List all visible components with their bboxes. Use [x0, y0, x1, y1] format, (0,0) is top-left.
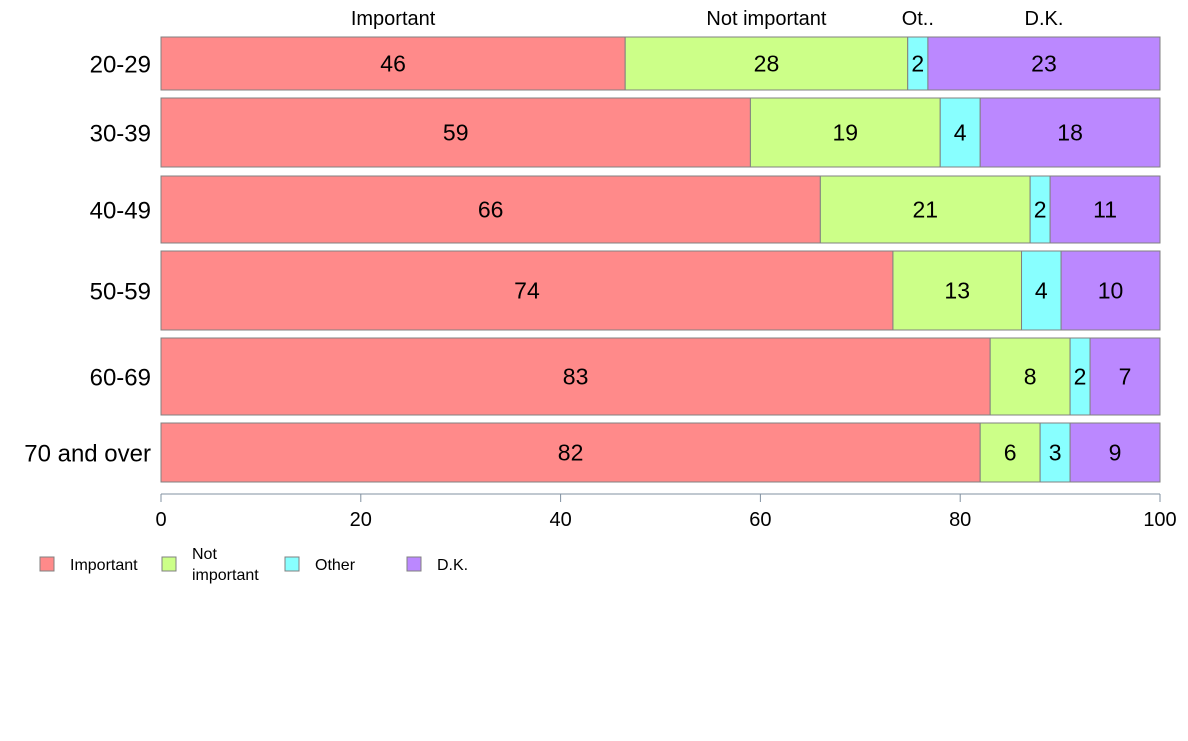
bar-segment	[927, 36, 1161, 91]
legend-swatch	[161, 556, 177, 572]
bar-value-label: 83	[563, 364, 589, 390]
bar-value-label: 11	[1093, 197, 1117, 223]
category-label: 40-49	[90, 198, 151, 225]
bar-value-label: 9	[1109, 440, 1122, 466]
x-tick-label: 40	[549, 509, 571, 531]
bar-value-label: 2	[911, 51, 924, 77]
legend-swatch	[284, 556, 300, 572]
bar-segment	[160, 250, 894, 331]
bar-value-label: 66	[478, 197, 504, 223]
bar-value-label: 21	[912, 197, 938, 223]
legend-label: Not important	[192, 546, 259, 584]
bar-value-label: 82	[558, 440, 584, 466]
category-label: 50-59	[90, 279, 151, 306]
legend-label: Other	[315, 557, 356, 574]
category-label: 70 and over	[24, 441, 151, 468]
bar-value-label: 18	[1057, 120, 1083, 146]
bar-segment	[819, 175, 1031, 244]
bar-segment	[160, 36, 626, 91]
x-tick-label: 80	[949, 509, 971, 531]
bar-segment	[624, 36, 909, 91]
series-top-label: Ot..	[902, 8, 934, 30]
bar-value-label: 13	[944, 278, 970, 304]
x-tick-label: 20	[350, 509, 372, 531]
bar-value-label: 23	[1031, 51, 1057, 77]
legend-label-line: important	[192, 567, 259, 584]
bar-segment	[1049, 175, 1161, 244]
bar-value-label: 4	[954, 120, 967, 146]
bar-segment	[1060, 250, 1161, 331]
series-top-label: D.K.	[1025, 8, 1064, 30]
legend-label: Important	[70, 557, 138, 574]
series-top-label: Important	[351, 8, 436, 30]
x-tick-label: 60	[749, 509, 771, 531]
bar-segment	[749, 97, 941, 168]
bar-value-label: 2	[1034, 197, 1047, 223]
bar-segment	[160, 422, 981, 483]
bar-value-label: 74	[514, 278, 540, 304]
bar-value-label: 3	[1049, 440, 1062, 466]
bar-value-label: 6	[1004, 440, 1017, 466]
bar-segment	[939, 97, 981, 168]
bar-value-label: 2	[1074, 364, 1087, 390]
legend-label-line: Not	[192, 546, 217, 563]
bar-value-label: 59	[443, 120, 469, 146]
bar-value-label: 8	[1024, 364, 1037, 390]
bar-value-label: 7	[1119, 364, 1132, 390]
bar-value-label: 28	[754, 51, 780, 77]
bar-segment	[160, 97, 751, 168]
legend-swatch	[39, 556, 55, 572]
bar-segment	[1069, 422, 1161, 483]
bar-value-label: 19	[833, 120, 859, 146]
bar-segment	[160, 175, 821, 244]
category-label: 20-29	[90, 52, 151, 79]
bar-segment	[979, 97, 1161, 168]
category-label: 60-69	[90, 365, 151, 392]
bar-segment	[892, 250, 1023, 331]
bar-value-label: 10	[1098, 278, 1124, 304]
bar-segment	[1089, 337, 1161, 416]
series-top-label: Not important	[706, 8, 826, 30]
legend-label: D.K.	[437, 557, 468, 574]
x-tick-label: 0	[155, 509, 166, 531]
bar-segment	[1021, 250, 1062, 331]
bar-value-label: 46	[380, 51, 406, 77]
bar-value-label: 4	[1035, 278, 1048, 304]
category-label: 30-39	[90, 121, 151, 148]
bar-segment	[979, 422, 1041, 483]
x-tick-label: 100	[1143, 509, 1176, 531]
legend-swatch	[406, 556, 422, 572]
